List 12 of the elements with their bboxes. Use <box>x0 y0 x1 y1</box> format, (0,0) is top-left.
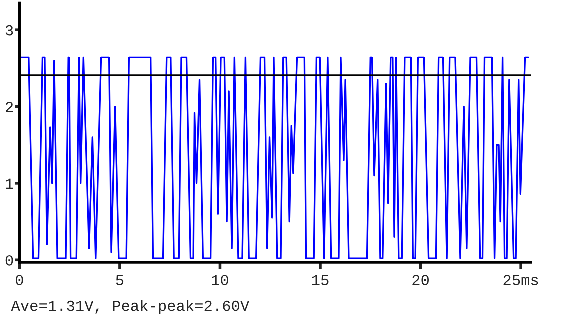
x-tick-label: 20 <box>412 275 430 286</box>
y-tick-label: 0 <box>6 255 14 266</box>
x-tick-label: 0 <box>16 275 24 286</box>
line-series <box>20 56 530 260</box>
x-tick-label: 5 <box>116 275 124 286</box>
y-tick-label: 2 <box>6 102 14 112</box>
y-tick-label: 3 <box>6 25 14 36</box>
y-tick-label: 1 <box>6 178 14 189</box>
text: Ave=1.31V, Peak-peak=2.60V <box>11 300 250 314</box>
x-tick-label: 10 <box>212 275 228 286</box>
x-tick-label: 25ms <box>504 275 538 286</box>
x-tick-label: 15 <box>312 275 329 286</box>
